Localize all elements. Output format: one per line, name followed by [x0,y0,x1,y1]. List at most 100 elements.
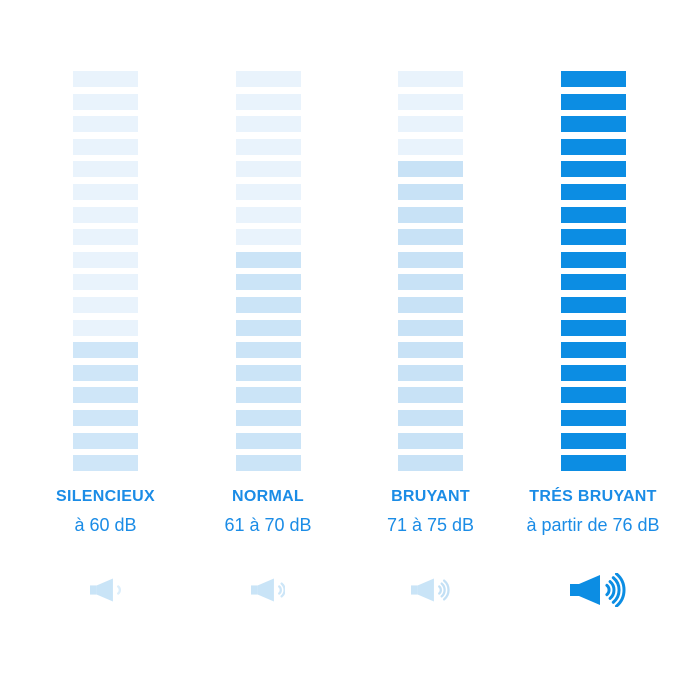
noise-column-tres-bruyant: TRÉS BRUYANT à partir de 76 dB [512,71,675,608]
speaker-volume-4-icon [570,573,626,608]
meter-bar [235,71,301,87]
sound-wave [280,582,286,598]
meter-bar [398,206,463,223]
meter-bar [73,296,138,313]
meter-bar [73,387,138,404]
meter-bar [560,342,626,359]
meter-bar [73,71,138,87]
meter-bar [398,409,463,426]
meter-bar [560,432,626,449]
meter-bar [398,251,463,268]
meter-bar [235,319,301,336]
meter-bar [235,409,301,426]
db-range-label: 61 à 70 dB [224,515,312,536]
meter-bar [560,229,626,246]
sound-wave [615,573,626,608]
meter-bar [398,387,463,404]
meter-bar [398,274,463,291]
meter-bar [560,93,626,110]
meter-bar [398,319,463,336]
speaker-cone [257,578,274,602]
meter-bar [73,93,138,110]
meter-bar [560,251,626,268]
level-meter-tres-bruyant [560,71,626,472]
meter-bar [73,206,138,223]
speaker-body [90,585,98,595]
category-label: BRUYANT [391,488,470,506]
speaker-icon-container [250,573,286,607]
meter-bar [560,116,626,133]
meter-bar [235,364,301,381]
speaker-body [411,585,418,595]
noise-column-silencieux: SILENCIEUX à 60 dB [24,71,187,607]
meter-bar [398,364,463,381]
speaker-icon-container [411,573,450,607]
meter-bar [398,116,463,133]
meter-bar [560,183,626,200]
speaker-cone [97,578,114,602]
meter-bar [235,206,301,223]
sound-wave [611,576,621,604]
meter-bar [398,229,463,246]
speaker-volume-2-icon [250,578,286,602]
meter-bar [560,409,626,426]
level-meter-bruyant [398,71,463,472]
meter-bar [235,296,301,313]
meter-bar [73,455,138,472]
meter-bar [560,274,626,291]
sound-wave [438,585,442,595]
meter-bar [398,342,463,359]
meter-bar [73,319,138,336]
meter-bar [560,138,626,155]
meter-bar [235,93,301,110]
meter-bar [73,364,138,381]
meter-bar [398,138,463,155]
speaker-icon-container [560,573,626,608]
meter-bar [560,161,626,178]
speaker-cone [417,578,434,602]
meter-bar [398,296,463,313]
meter-bar [73,161,138,178]
meter-bar [73,274,138,291]
meter-bar [560,319,626,336]
db-range-label: à 60 dB [74,515,137,536]
noise-column-normal: NORMAL 61 à 70 dB [187,71,350,607]
db-range-label: 71 à 75 dB [386,515,475,536]
meter-bar [398,432,463,449]
meter-bar [235,183,301,200]
meter-bar [398,161,463,178]
meter-bar [73,229,138,246]
meter-bar [235,251,301,268]
speaker-cone [579,575,600,606]
speaker-volume-3-icon [411,578,450,602]
speaker-body [570,584,579,597]
speaker-volume-1-icon [90,578,121,602]
meter-bar [398,183,463,200]
meter-bar [560,387,626,404]
sound-wave [440,582,446,598]
meter-bar [235,432,301,449]
meter-bar [235,342,301,359]
meter-bar [235,229,301,246]
meter-bar [235,161,301,178]
category-label: TRÉS BRUYANT [529,488,657,506]
meter-bar [235,138,301,155]
meter-bar [398,93,463,110]
meter-bar [73,183,138,200]
category-label: SILENCIEUX [55,488,155,506]
sound-wave [605,583,611,597]
meter-bar [560,71,626,87]
db-range-label: à partir de 76 dB [526,515,660,536]
meter-bar [73,432,138,449]
level-meter-normal [235,71,301,472]
meter-bar [235,455,301,472]
noise-column-bruyant: BRUYANT 71 à 75 dB [349,71,512,607]
meter-bar [235,274,301,291]
sound-wave [117,585,121,595]
level-meter-silencieux [73,71,138,472]
meter-bar [73,342,138,359]
meter-bar [560,206,626,223]
meter-bar [235,387,301,404]
meter-bar [398,455,463,472]
category-label: NORMAL [231,488,304,506]
